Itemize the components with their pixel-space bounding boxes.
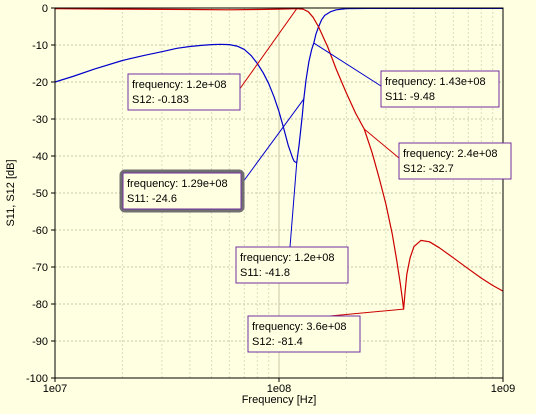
y-tick-label: -10 [32, 40, 48, 52]
annotation-leaders [238, 8, 404, 317]
y-tick-label: -100 [26, 373, 48, 385]
y-tick-label: -70 [32, 262, 48, 274]
x-tick-label: 1e09 [491, 383, 515, 395]
annotation-leader [238, 8, 298, 91]
y-tick-label: 0 [42, 3, 48, 15]
datatip-text: S11: -9.48 [385, 91, 435, 103]
annotation-leader [289, 162, 298, 248]
datatip-text: frequency: 1.43e+08 [385, 76, 486, 88]
datatip-box [398, 142, 512, 180]
datatip-text: S12: -81.4 [252, 336, 303, 348]
annotation-leader [363, 128, 400, 159]
y-tick-label: -30 [32, 114, 48, 126]
series-line-s12 [54, 8, 504, 310]
y-tick-label: -20 [32, 77, 48, 89]
annotation-leader [239, 98, 305, 187]
datatip-text: frequency: 1.29e+08 [127, 178, 228, 190]
series-layer [54, 7, 504, 310]
datatip[interactable]: frequency: 2.4e+08 S12: -32.7 [398, 142, 512, 180]
y-tick-label: -50 [32, 188, 48, 200]
datatip-box [247, 315, 361, 353]
datatip[interactable]: frequency: 1.2e+08 S11: -41.8 [235, 246, 349, 284]
datatip-text: S11: -41.8 [240, 267, 290, 279]
datatip-text: frequency: 2.4e+08 [403, 148, 498, 160]
datatip[interactable]: frequency: 1.29e+08 S11: -24.6 [119, 169, 245, 213]
datatip-text: frequency: 1.2e+08 [132, 79, 227, 91]
datatip-text: S12: -32.7 [403, 163, 454, 175]
x-tick-label: 1e07 [43, 383, 67, 395]
datatip[interactable]: frequency: 1.2e+08 S12: -0.183 [127, 73, 241, 111]
datatip[interactable]: frequency: 3.6e+08 S12: -81.4 [247, 315, 361, 353]
y-tick-label: -90 [32, 336, 48, 348]
datatip-text: frequency: 1.2e+08 [240, 252, 335, 264]
y-axis-label: S11, S12 [dB] [5, 159, 17, 226]
datatip-box [235, 246, 349, 284]
datatip[interactable]: frequency: 1.43e+08 S11: -9.48 [380, 70, 500, 108]
y-tick-label: -80 [32, 299, 48, 311]
datatip-box [380, 70, 500, 108]
datatip-selection-frame [119, 169, 245, 213]
datatip-box [122, 172, 242, 210]
series-line-s11 [54, 7, 503, 164]
y-tick-label: -60 [32, 225, 48, 237]
x-axis-label: Frequency [Hz] [242, 394, 317, 406]
y-tick-label: -40 [32, 151, 48, 163]
datatip-text: S12: -0.183 [132, 94, 189, 106]
x-tick-label: 1e08 [267, 383, 291, 395]
datatip-text: frequency: 3.6e+08 [252, 321, 347, 333]
datatip-box [127, 73, 241, 111]
annotation-leader [313, 42, 382, 87]
datatip-text: S11: -24.6 [127, 193, 177, 205]
annotation-leader [329, 308, 404, 317]
